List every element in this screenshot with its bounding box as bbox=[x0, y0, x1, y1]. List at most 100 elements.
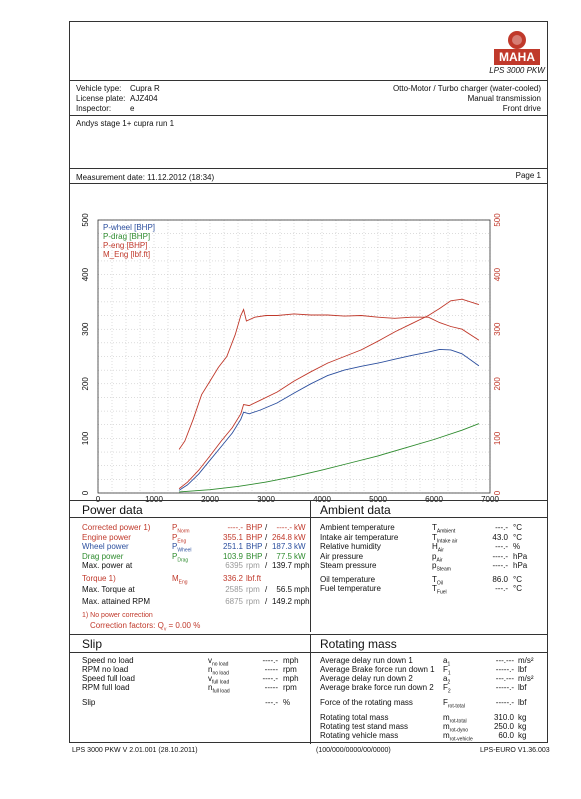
ambient-row-symbol: TIntake air bbox=[432, 532, 458, 545]
series-point-2 bbox=[360, 349, 362, 351]
max_torque-rpm-unit: rpm bbox=[246, 585, 260, 594]
series-point-3 bbox=[178, 449, 180, 450]
legend-entry: P-drag [BHP] bbox=[103, 232, 150, 241]
slip-row-value: ----- bbox=[264, 665, 278, 674]
series-point-1 bbox=[377, 455, 379, 457]
series-point-0 bbox=[360, 366, 362, 367]
x-tick-label: 5000 bbox=[369, 495, 387, 502]
max_torque-sep: / bbox=[265, 585, 268, 594]
series-point-3 bbox=[218, 367, 219, 368]
footer-software: LPS-EURO V1.36.003 bbox=[480, 747, 550, 754]
rotating-row-unit: kg bbox=[518, 713, 527, 722]
max_rpm-rpm-unit: rpm bbox=[246, 597, 260, 606]
slip-row-label: Speed no load bbox=[82, 656, 134, 665]
rotating-row-value: ---.--- bbox=[495, 674, 514, 683]
rotating-row-label: Rotating test stand mass bbox=[320, 722, 409, 731]
series-point-3 bbox=[254, 316, 256, 318]
power-row-symbol: PDrag bbox=[172, 551, 189, 564]
series-point-3 bbox=[192, 418, 194, 420]
power-row-label: Max. power at bbox=[82, 561, 133, 570]
series-point-3 bbox=[276, 315, 278, 316]
series-point-3 bbox=[344, 315, 345, 317]
series-point-0 bbox=[344, 369, 345, 371]
rotating-row-symbol: a1 bbox=[443, 656, 451, 668]
x-tick-label: 2000 bbox=[201, 495, 219, 502]
ambient-row-unit: °C bbox=[513, 523, 522, 532]
ambient-row-symbol: TAmbient bbox=[432, 523, 456, 535]
ambient-row-label: Relative humidity bbox=[320, 542, 381, 551]
measurement-date: Measurement date: 11.12.2012 (18:34) bbox=[76, 173, 215, 182]
vehicle-type: Cupra R bbox=[130, 84, 160, 93]
footer-version: LPS 3000 PKW V 2.01.001 (28.10.2011) bbox=[72, 747, 198, 754]
series-point-0 bbox=[178, 489, 180, 491]
y-tick-label-left: 200 bbox=[81, 377, 90, 391]
series-point-2 bbox=[450, 300, 452, 302]
ambient-row-label: Oil temperature bbox=[320, 574, 376, 584]
slip-row-unit: rpm bbox=[283, 683, 297, 692]
torque-label: Torque 1) bbox=[82, 574, 116, 583]
ambient-row-symbol: HAir bbox=[432, 542, 444, 554]
power-row-label: Wheel power bbox=[82, 542, 129, 551]
series-point-2 bbox=[411, 323, 412, 325]
rotating-row-symbol: mrot-total bbox=[443, 713, 467, 725]
series-point-2 bbox=[310, 371, 312, 373]
series-point-2 bbox=[220, 440, 222, 442]
series-point-3 bbox=[450, 326, 452, 327]
power-row-label: Engine power bbox=[82, 532, 131, 542]
series-point-0 bbox=[232, 432, 233, 434]
power-row-label: Drag power bbox=[82, 551, 124, 561]
series-line-1 bbox=[179, 423, 479, 493]
x-tick-label: 6000 bbox=[425, 495, 443, 502]
series-point-3 bbox=[411, 316, 412, 318]
y-tick-label-left: 400 bbox=[81, 267, 90, 281]
series-point-0 bbox=[248, 413, 250, 415]
legend-entry: P-wheel [BHP] bbox=[103, 223, 155, 232]
max_rpm-label: Max. attained RPM bbox=[82, 597, 151, 606]
series-point-3 bbox=[478, 339, 480, 341]
power-note-1: 1) No power correction bbox=[82, 612, 153, 619]
power-row-value2: 187.3 bbox=[271, 542, 292, 551]
series-point-3 bbox=[265, 315, 267, 316]
max_torque-speed-unit: mph bbox=[294, 585, 310, 594]
y-tick-label-right: 100 bbox=[493, 431, 502, 445]
inspector: e bbox=[130, 104, 135, 113]
torque-symbol: MEng bbox=[172, 574, 188, 586]
ambient-row-label: Ambient temperature bbox=[320, 523, 395, 532]
y-tick-label-left: 0 bbox=[81, 490, 90, 495]
series-point-3 bbox=[240, 315, 242, 316]
ambient-row-label: Steam pressure bbox=[320, 561, 377, 570]
rotating-row-value: ---.--- bbox=[495, 656, 514, 665]
power-chart: 01000200030004000500060007000n [rpm]0010… bbox=[81, 213, 502, 502]
series-point-2 bbox=[240, 413, 242, 415]
ambient-row-value: ---.- bbox=[495, 542, 508, 551]
series-point-0 bbox=[327, 375, 328, 376]
rotating-row-symbol: a2 bbox=[443, 674, 451, 686]
ambient-row-symbol: TOil bbox=[432, 574, 444, 587]
series-point-1 bbox=[293, 476, 295, 477]
series-point-3 bbox=[439, 322, 440, 323]
rotating-row-label: Average delay run down 2 bbox=[320, 674, 413, 683]
rotating-row-symbol: mrot-vehicle bbox=[443, 731, 473, 743]
power-row-value1: ----.- bbox=[227, 523, 243, 532]
power-row-value2: ----.- bbox=[276, 523, 292, 532]
slip-row-value: ----- bbox=[264, 683, 278, 692]
ambient-data-title: Ambient data bbox=[320, 503, 391, 517]
series-point-2 bbox=[243, 404, 244, 405]
torque-value: 336.2 bbox=[222, 574, 243, 583]
y-tick-label-left: 500 bbox=[81, 213, 90, 227]
y-tick-label-right: 500 bbox=[493, 213, 502, 227]
rotating-row-unit: lbf bbox=[518, 698, 527, 707]
logo-brand: MAHA bbox=[499, 50, 535, 64]
rotating-row-symbol: F2 bbox=[443, 683, 451, 695]
rotating-row-value: -----.- bbox=[495, 683, 514, 692]
series-point-0 bbox=[450, 349, 452, 351]
rotating-row-label: Average delay run down 1 bbox=[320, 656, 413, 665]
slip-row-symbol: vno load bbox=[208, 656, 229, 668]
rotating-row-value: -----.- bbox=[495, 665, 514, 674]
logo-model: LPS 3000 PKW bbox=[489, 66, 545, 75]
slip-row-value: ---.- bbox=[265, 698, 278, 707]
power-row-unit1: BHP bbox=[246, 551, 263, 561]
series-point-3 bbox=[377, 316, 379, 318]
report-page: MAHA LPS 3000 PKW Vehicle type: Cupra R … bbox=[69, 21, 548, 744]
series-point-3 bbox=[234, 334, 236, 335]
